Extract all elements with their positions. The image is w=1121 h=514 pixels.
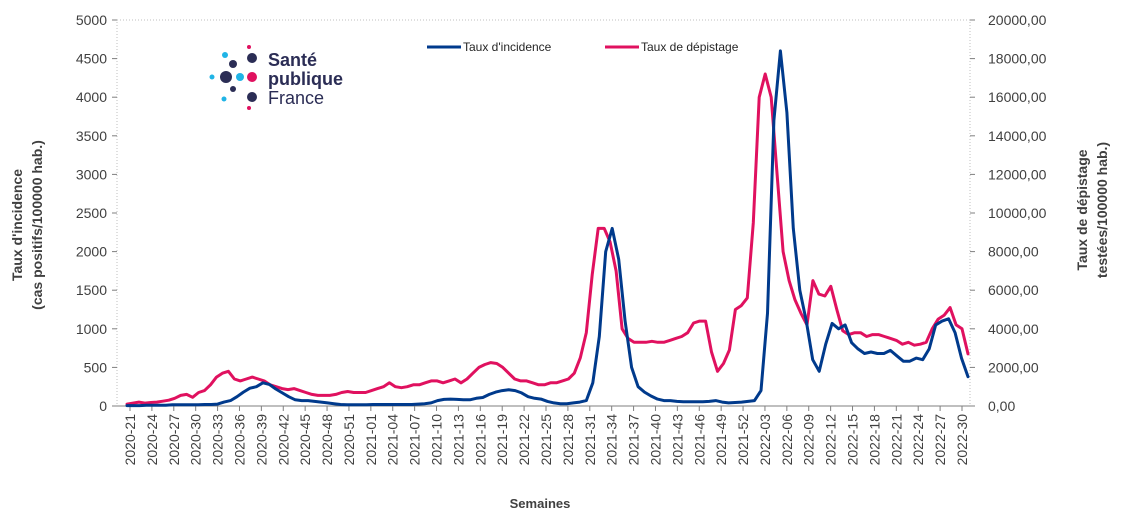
logo-dot	[247, 72, 257, 82]
legend-label-depistage: Taux de dépistage	[641, 40, 739, 54]
logo-dot	[247, 92, 257, 102]
left-y-axis: 0 500 1000 1500 2000 2500 3000 3500 4000 4500 5000	[76, 12, 117, 414]
x-tick-label: 2022-21	[888, 414, 904, 466]
x-tick-label: 2021-31	[582, 414, 598, 466]
x-tick-label: 2020-24	[144, 414, 160, 466]
x-tick-label: 2022-09	[801, 414, 817, 466]
right-tick-label: 18000,00	[988, 51, 1047, 67]
x-tick-label: 2021-16	[472, 414, 488, 466]
x-tick-label: 2021-49	[713, 414, 729, 466]
logo-dot	[209, 74, 215, 80]
logo-dot	[247, 106, 251, 110]
x-tick-label: 2020-36	[231, 414, 247, 466]
x-tick-label: 2021-43	[669, 414, 685, 466]
left-tick-label: 0	[99, 398, 107, 414]
left-axis-title-line2: (cas positifs/100000 hab.)	[29, 140, 45, 310]
right-axis-title-line2: testées/100000 hab.)	[1094, 142, 1110, 278]
right-tick-label: 0,00	[988, 398, 1015, 414]
right-tick-label: 20000,00	[988, 12, 1047, 28]
right-tick-label: 16000,00	[988, 89, 1047, 105]
logo-text-line1: Santé	[268, 50, 317, 70]
right-y-axis: 0,00 2000,00 4000,00 6000,00 8000,00 10000,00…	[970, 12, 1047, 414]
left-tick-label: 2000	[76, 244, 107, 260]
x-tick-label: 2020-42	[275, 414, 291, 466]
logo-text-line3: France	[268, 88, 324, 108]
series-layer	[125, 49, 970, 408]
left-tick-label: 4000	[76, 89, 107, 105]
logo-dot	[221, 96, 227, 102]
x-tick-label: 2021-52	[735, 414, 751, 466]
left-tick-label: 1000	[76, 321, 107, 337]
left-tick-label: 500	[84, 359, 108, 375]
sante-publique-france-logo: Santé publique France	[209, 45, 343, 110]
logo-dot	[220, 71, 232, 83]
left-tick-label: 3500	[76, 128, 107, 144]
x-tick-label: 2022-06	[779, 414, 795, 466]
right-tick-label: 6000,00	[988, 282, 1039, 298]
x-tick-label: 2022-15	[845, 414, 861, 466]
legend-label-incidence: Taux d'incidence	[463, 40, 552, 54]
series-line-incidence	[125, 49, 970, 408]
x-tick-label: 2022-30	[954, 414, 970, 466]
left-tick-label: 1500	[76, 282, 107, 298]
x-tick-label: 2021-25	[538, 414, 554, 466]
x-tick-label: 2022-03	[757, 414, 773, 466]
x-tick-label: 2021-01	[363, 414, 379, 466]
right-axis-title: Taux de dépistage testées/100000 hab.)	[1074, 142, 1110, 278]
right-tick-label: 4000,00	[988, 321, 1039, 337]
x-tick-label: 2022-27	[932, 414, 948, 466]
right-axis-title-line1: Taux de dépistage	[1074, 149, 1090, 270]
x-tick-label: 2020-51	[341, 414, 357, 466]
logo-dot	[229, 60, 237, 68]
left-tick-label: 5000	[76, 12, 107, 28]
x-tick-label: 2021-07	[407, 414, 423, 466]
plot-area	[116, 19, 971, 407]
x-tick-label: 2021-40	[647, 414, 663, 466]
x-tick-label: 2020-27	[166, 414, 182, 466]
logo-dot	[236, 73, 244, 81]
logo-dot	[222, 52, 228, 58]
right-tick-label: 12000,00	[988, 166, 1047, 182]
right-tick-label: 14000,00	[988, 128, 1047, 144]
x-axis-ticks: 2020-21 2020-24 2020-27 2020-30 2020-33 2020-…	[122, 406, 970, 465]
x-tick-label: 2021-19	[494, 414, 510, 466]
x-tick-label: 2021-04	[385, 414, 401, 466]
left-tick-label: 2500	[76, 205, 107, 221]
x-tick-label: 2022-12	[823, 414, 839, 466]
right-tick-label: 2000,00	[988, 359, 1039, 375]
x-tick-label: 2021-13	[450, 414, 466, 466]
left-tick-label: 4500	[76, 51, 107, 67]
x-tick-label: 2022-18	[866, 414, 882, 466]
logo-text-line2: publique	[268, 69, 343, 89]
x-tick-label: 2020-21	[122, 414, 138, 466]
logo-dot	[247, 53, 257, 63]
x-tick-label: 2022-24	[910, 414, 926, 466]
x-tick-label: 2020-45	[297, 414, 313, 466]
x-tick-label: 2021-10	[429, 414, 445, 466]
x-tick-label: 2020-30	[188, 414, 204, 466]
x-tick-label: 2021-46	[691, 414, 707, 466]
logo-dot	[247, 45, 251, 49]
x-tick-label: 2020-39	[253, 414, 269, 466]
right-tick-label: 10000,00	[988, 205, 1047, 221]
logo-dot	[230, 86, 236, 92]
x-tick-label: 2021-22	[516, 414, 532, 466]
x-tick-label: 2020-48	[319, 414, 335, 466]
x-tick-label: 2021-37	[626, 414, 642, 466]
x-tick-label: 2021-28	[560, 414, 576, 466]
left-axis-title-line1: Taux d'incidence	[9, 169, 25, 281]
right-tick-label: 8000,00	[988, 244, 1039, 260]
x-tick-label: 2021-34	[604, 414, 620, 466]
x-axis-title: Semaines	[510, 496, 571, 511]
x-tick-label: 2020-33	[210, 414, 226, 466]
legend: Taux d'incidence Taux de dépistage	[427, 40, 739, 54]
left-tick-label: 3000	[76, 166, 107, 182]
left-axis-title: Taux d'incidence (cas positifs/100000 ha…	[9, 140, 45, 310]
